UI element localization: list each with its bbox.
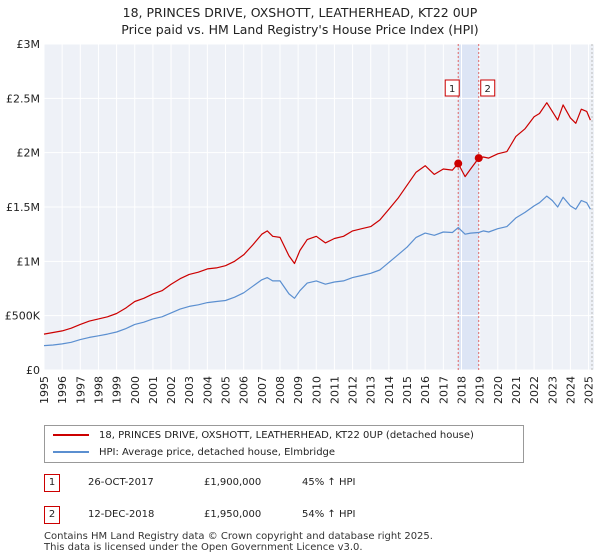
transaction-badge: 2 (44, 506, 60, 524)
transaction-point (454, 159, 463, 168)
y-tick-label: £0 (26, 364, 40, 377)
x-tick-label: 2006 (238, 376, 251, 404)
legend-label-property: 18, PRINCES DRIVE, OXSHOTT, LEATHERHEAD,… (99, 430, 474, 441)
x-tick-label: 2005 (220, 376, 233, 404)
y-tick-label: £500K (5, 310, 41, 323)
x-tick-label: 1996 (56, 376, 69, 404)
x-tick-label: 2002 (165, 376, 178, 404)
x-tick-label: 2000 (129, 376, 142, 404)
x-axis-ticks: 1995 1996 1997 1998 1999 2000 2001 2002 2003 2004… (38, 376, 596, 404)
transaction-point (474, 154, 483, 163)
legend-swatch-property (53, 434, 89, 436)
x-tick-label: 2021 (510, 376, 523, 404)
x-tick-label: 2018 (455, 376, 468, 404)
legend-label-hpi: HPI: Average price, detached house, Elmb… (99, 447, 336, 458)
x-tick-label: 1997 (74, 376, 87, 404)
x-tick-label: 2013 (365, 376, 378, 404)
transaction-hpi-change: 54% ↑ HPI (302, 509, 356, 520)
y-tick-label: £2M (17, 147, 41, 160)
legend-item-property: 18, PRINCES DRIVE, OXSHOTT, LEATHERHEAD,… (53, 427, 474, 444)
y-tick-label: £1M (17, 255, 41, 268)
transaction-price: £1,900,000 (204, 477, 262, 488)
x-tick-label: 2015 (401, 376, 414, 404)
x-tick-label: 2011 (328, 376, 341, 404)
x-tick-label: 1995 (38, 376, 51, 404)
transaction-label-text: 2 (485, 84, 491, 95)
y-axis-ticks: £0 £500K £1M £1.5M £2M £2.5M £3M (5, 38, 41, 377)
x-tick-label: 2003 (183, 376, 196, 404)
transaction-label: 1 (444, 79, 460, 97)
x-tick-label: 2020 (492, 376, 505, 404)
chart-title-block: 18, PRINCES DRIVE, OXSHOTT, LEATHERHEAD,… (0, 4, 600, 38)
x-tick-label: 2024 (564, 376, 577, 404)
grid (43, 43, 594, 371)
x-tick-label: 2008 (274, 376, 287, 404)
x-tick-label: 1999 (111, 376, 124, 404)
y-tick-label: £1.5M (6, 201, 40, 214)
x-tick-label: 2001 (147, 376, 160, 404)
footer-copyright: Contains HM Land Registry data © Crown c… (44, 531, 433, 542)
transaction-date: 26-OCT-2017 (88, 477, 154, 488)
transaction-badge: 1 (44, 474, 60, 492)
transaction-label: 2 (480, 79, 496, 97)
chart-title: 18, PRINCES DRIVE, OXSHOTT, LEATHERHEAD,… (122, 5, 478, 20)
x-tick-label: 2023 (546, 376, 559, 404)
x-tick-label: 2009 (292, 376, 305, 404)
transaction-date: 12-DEC-2018 (88, 509, 155, 520)
x-tick-label: 2007 (256, 376, 269, 404)
x-tick-label: 2014 (383, 376, 396, 404)
legend-swatch-hpi (53, 451, 89, 453)
x-tick-label: 2022 (528, 376, 541, 404)
footer: Contains HM Land Registry data © Crown c… (44, 531, 584, 553)
x-tick-label: 2010 (310, 376, 323, 404)
x-tick-label: 1998 (92, 376, 105, 404)
x-tick-label: 2012 (347, 376, 360, 404)
legend: 18, PRINCES DRIVE, OXSHOTT, LEATHERHEAD,… (44, 425, 524, 463)
transaction-price: £1,950,000 (204, 509, 262, 520)
transaction-label-text: 1 (449, 84, 455, 95)
footer-license: This data is licensed under the Open Gov… (44, 542, 363, 553)
x-tick-label: 2025 (583, 376, 596, 404)
series (43, 102, 591, 347)
x-tick-label: 2004 (201, 376, 214, 404)
property-series-line (43, 102, 591, 335)
transaction-label-box (480, 79, 496, 97)
x-tick-label: 2019 (474, 376, 487, 404)
hpi-series-line (43, 195, 591, 347)
x-tick-label: 2017 (437, 376, 450, 404)
transaction-hpi-change: 45% ↑ HPI (302, 477, 356, 488)
legend-item-hpi: HPI: Average price, detached house, Elmb… (53, 444, 335, 461)
x-tick-label: 2016 (419, 376, 432, 404)
y-tick-label: £2.5M (6, 92, 40, 105)
chart-subtitle: Price paid vs. HM Land Registry's House … (121, 22, 479, 37)
y-tick-label: £3M (17, 38, 41, 51)
transaction-label-box (444, 79, 460, 97)
